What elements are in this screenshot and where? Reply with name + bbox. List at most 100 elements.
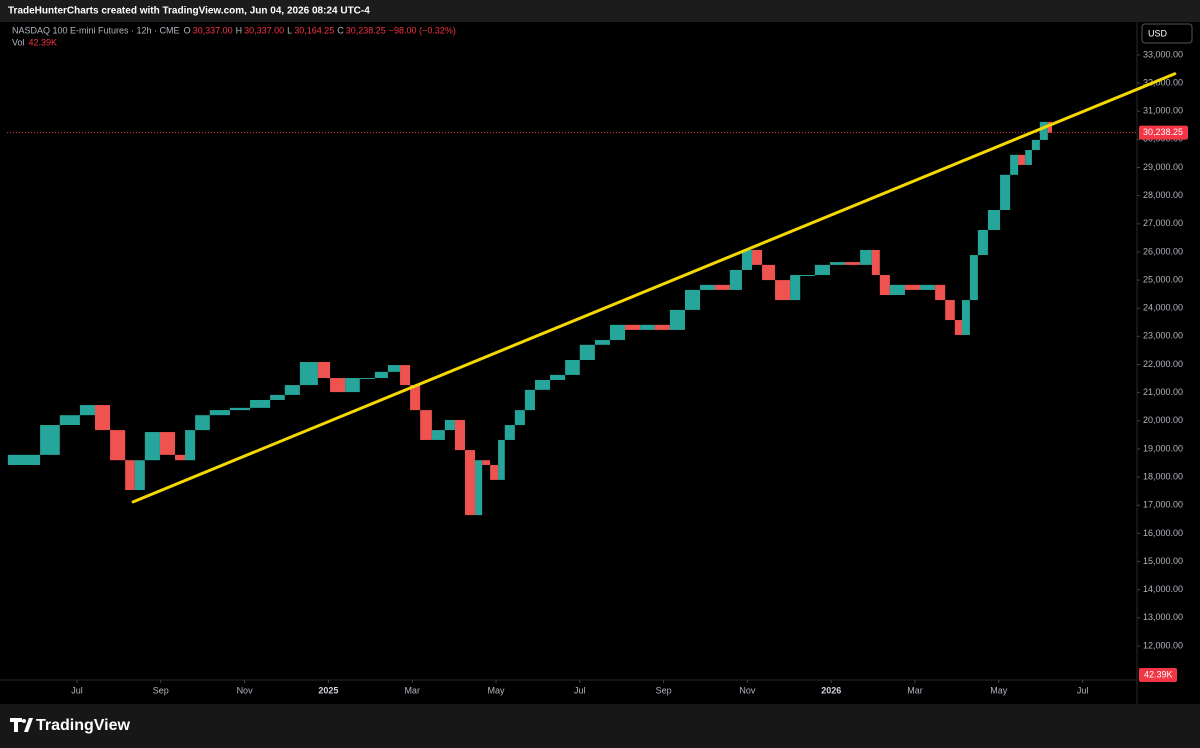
candle [345, 378, 360, 393]
y-tick-label: 18,000.00 [1143, 471, 1183, 481]
candle [625, 324, 641, 330]
y-tick-label: 32,000.00 [1143, 77, 1183, 87]
x-tick-label: Nov [237, 685, 254, 695]
x-tick-label: Sep [153, 685, 169, 695]
currency-button[interactable] [1141, 23, 1193, 44]
y-tick-label: 20,000.00 [1143, 415, 1183, 425]
candle [1031, 139, 1040, 151]
y-tick-label: 14,000.00 [1143, 584, 1183, 594]
x-tick-label: 2026 [821, 685, 841, 695]
y-tick-label: 29,000.00 [1143, 162, 1183, 172]
trendline [131, 72, 1177, 504]
candle [229, 407, 251, 411]
candle [1025, 150, 1032, 165]
candle [715, 284, 730, 290]
ohlc-value: 30,337.00 [244, 25, 284, 35]
y-tick-label: 16,000.00 [1143, 528, 1183, 538]
candle [317, 361, 331, 379]
ohlc-value: 30,337.00 [193, 25, 233, 35]
candle [144, 432, 160, 461]
candle [420, 410, 432, 440]
y-tick-label: 27,000.00 [1143, 218, 1183, 228]
last-price-box [1139, 125, 1188, 140]
candle [945, 300, 955, 321]
x-tick-label: Jul [574, 685, 586, 695]
currency[interactable]: USD [1148, 28, 1168, 38]
candle [579, 344, 595, 361]
brand: TradingView [36, 717, 131, 734]
ohlc-key: H [236, 25, 243, 35]
y-tick-label: 17,000.00 [1143, 500, 1183, 510]
x-tick-label: May [487, 685, 505, 695]
candle [790, 275, 801, 301]
x-tick-label: 2025 [318, 685, 338, 695]
candle [514, 410, 525, 426]
volume-box [1139, 668, 1177, 682]
candle [800, 275, 815, 277]
x-tick-label: May [990, 685, 1008, 695]
candle [270, 394, 285, 400]
candle [879, 275, 890, 296]
candle [387, 365, 401, 372]
candle [977, 229, 988, 256]
candle [79, 405, 95, 416]
volume-value: 42.39K [29, 37, 58, 47]
y-tick-label: 22,000.00 [1143, 359, 1183, 369]
candle [987, 210, 1001, 230]
y-tick-label: 31,000.00 [1143, 106, 1183, 116]
candle [284, 385, 300, 395]
candle [1010, 154, 1019, 175]
y-tick-label: 26,000.00 [1143, 246, 1183, 256]
x-tick-label: Sep [656, 685, 672, 695]
y-tick-label: 21,000.00 [1143, 387, 1183, 397]
candle [475, 460, 483, 516]
y-tick-label: 33,000.00 [1143, 49, 1183, 59]
candle [400, 365, 411, 386]
top-bar [0, 0, 1200, 22]
candle [1047, 121, 1053, 133]
candle [524, 389, 535, 411]
candle [299, 361, 318, 386]
candle [40, 425, 60, 455]
change: −98.00 (−0.32%) [389, 25, 456, 35]
legend: NASDAQ 100 E-mini Futures · 12h · CME O 30… [12, 25, 456, 47]
y-tick-label: 15,000.00 [1143, 556, 1183, 566]
candle [1039, 121, 1048, 140]
candle [684, 289, 701, 310]
bottom-bar [0, 704, 1200, 748]
candle [59, 415, 80, 426]
ohlc-value: 30,164.25 [294, 25, 334, 35]
ohlc-value: 30,238.25 [346, 25, 386, 35]
candle [7, 454, 41, 465]
candle [374, 371, 388, 379]
candle [1018, 154, 1026, 165]
candle [330, 378, 346, 393]
candle [700, 284, 716, 290]
y-tick-label: 13,000.00 [1143, 612, 1183, 622]
candle [1000, 174, 1011, 211]
volume-label: 42.39K [1144, 669, 1173, 679]
y-tick-label: 28,000.00 [1143, 190, 1183, 200]
candle [94, 405, 111, 431]
logo-dot [22, 719, 26, 723]
candle [454, 419, 465, 451]
y-tick-label: 25,000.00 [1143, 274, 1183, 284]
candle [464, 450, 476, 516]
x-tick-label: Jul [71, 685, 83, 695]
candle [845, 262, 861, 265]
y-tick-label: 23,000.00 [1143, 331, 1183, 341]
x-tick-label: Mar [907, 685, 923, 695]
x-tick-label: Mar [404, 685, 420, 695]
candle [775, 280, 791, 301]
x-tick-label: Nov [739, 685, 756, 695]
candle [729, 269, 742, 290]
symbol: NASDAQ 100 E-mini Futures · 12h · CME [12, 25, 180, 35]
y-tick-label: 19,000.00 [1143, 443, 1183, 453]
candle [134, 460, 145, 491]
candle [209, 410, 230, 416]
candle [969, 255, 978, 301]
candle [920, 284, 936, 290]
candle [125, 460, 135, 491]
candle [185, 430, 196, 461]
